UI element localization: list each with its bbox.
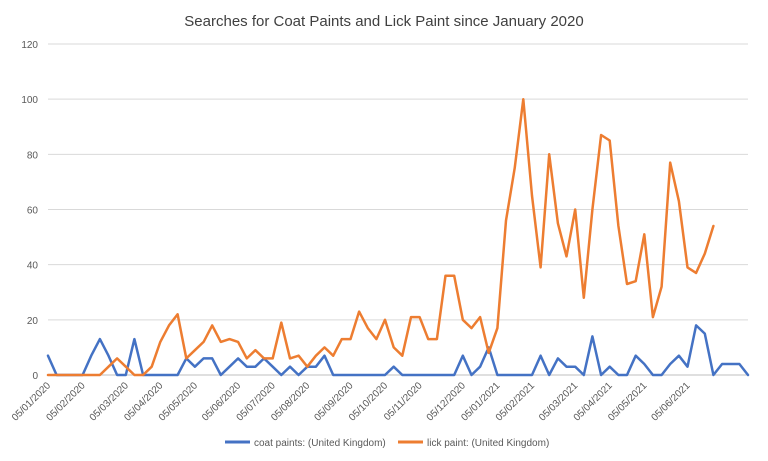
y-tick-label: 100: [21, 95, 38, 106]
series-line-0: [46, 324, 750, 377]
legend-label-coat-paints: coat paints: (United Kingdom): [254, 438, 386, 449]
series-lines: [46, 97, 750, 377]
y-tick-label: 120: [21, 40, 38, 51]
chart-title: Searches for Coat Paints and Lick Paint …: [184, 13, 583, 30]
gridlines: [48, 43, 748, 376]
y-tick-label: 40: [27, 261, 39, 272]
legend: coat paints: (United Kingdom) lick paint…: [225, 438, 549, 449]
legend-label-lick-paint: lick paint: (United Kingdom): [427, 438, 549, 449]
x-tick-label: 05/06/2021: [649, 380, 692, 423]
y-axis-ticks: 0 20 40 60 80 100 120: [21, 40, 38, 382]
series-line-1: [46, 97, 715, 377]
y-tick-label: 20: [27, 316, 39, 327]
y-tick-label: 0: [32, 371, 38, 382]
y-tick-label: 80: [27, 150, 39, 161]
y-tick-label: 60: [27, 206, 39, 217]
